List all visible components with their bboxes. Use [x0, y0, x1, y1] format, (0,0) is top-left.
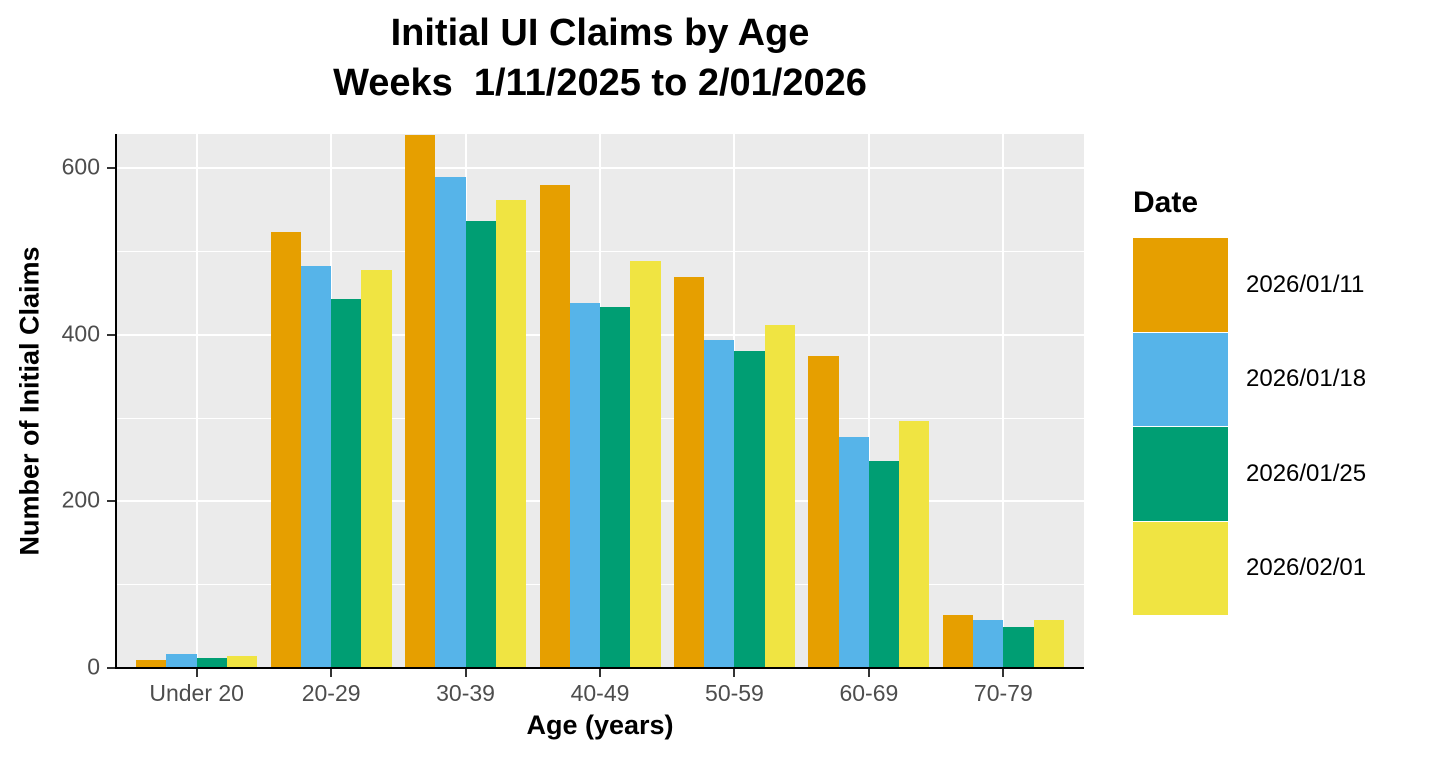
bar-60-69-2026/01/25 [868, 461, 900, 668]
chart-subtitle: Weeks 1/11/2025 to 2/01/2026 [333, 62, 867, 104]
bar-Under 20-2026/01/18 [166, 653, 197, 668]
bar-20-29-2026/01/25 [331, 298, 362, 668]
bar-60-69-2026/01/18 [838, 437, 869, 668]
bar-40-49-2026/01/25 [600, 307, 631, 668]
bar-20-29-2026/01/18 [300, 266, 332, 668]
y-tick-label-200: 200 [61, 486, 100, 513]
chart-title: Initial UI Claims by Age [390, 12, 810, 54]
bar-Under 20-2026/01/25 [196, 658, 227, 668]
bar-20-29-2026/02/01 [361, 269, 392, 668]
y-tick-label-400: 400 [61, 320, 100, 347]
bar-70-79-2026/01/25 [1003, 627, 1034, 668]
bar-50-59-2026/02/01 [764, 324, 795, 668]
bar-60-69-2026/02/01 [899, 420, 930, 668]
y-tick-400 [107, 333, 115, 336]
bar-40-49-2026/01/18 [569, 303, 600, 668]
y-tick-0 [107, 667, 115, 669]
x-tick-30-39 [464, 669, 467, 677]
bar-50-59-2026/01/11 [673, 277, 705, 668]
x-tick-label-70-79: 70-79 [973, 680, 1033, 706]
bar-30-39-2026/02/01 [495, 199, 527, 668]
x-axis-line [115, 667, 1084, 669]
x-tick-label-40-49: 40-49 [570, 680, 630, 706]
x-tick-label-20-29: 20-29 [301, 680, 361, 706]
plot-panel [116, 134, 1084, 668]
bar-30-39-2026/01/25 [465, 221, 496, 668]
bar-50-59-2026/01/25 [734, 351, 765, 668]
bar-30-39-2026/01/11 [405, 134, 436, 668]
gridline-major-x-Under 20 [195, 134, 198, 668]
bar-40-49-2026/01/11 [539, 184, 570, 668]
x-tick-label-30-39: 30-39 [436, 680, 495, 706]
bar-70-79-2026/01/18 [973, 619, 1004, 668]
legend-title: Date [1133, 186, 1199, 219]
bar-70-79-2026/02/01 [1033, 619, 1064, 668]
x-tick-20-29 [330, 669, 333, 677]
bar-70-79-2026/01/11 [942, 614, 974, 668]
x-tick-label-50-59: 50-59 [705, 680, 764, 706]
bar-20-29-2026/01/11 [270, 232, 301, 668]
gridline-major-x-70-79 [1002, 134, 1005, 668]
y-tick-label-600: 600 [61, 153, 100, 180]
x-tick-Under 20 [195, 669, 198, 677]
y-tick-label-0: 0 [87, 653, 100, 680]
x-tick-label-60-69: 60-69 [839, 680, 899, 706]
x-tick-70-79 [1002, 669, 1005, 677]
y-tick-600 [107, 167, 115, 170]
x-tick-label-Under 20: Under 20 [149, 680, 244, 706]
legend-label-2026/01/18: 2026/01/18 [1246, 365, 1367, 393]
legend-label-2026/02/01: 2026/02/01 [1246, 554, 1367, 582]
bar-60-69-2026/01/11 [808, 356, 839, 668]
legend-swatch-2026/02/01 [1133, 521, 1228, 615]
bar-30-39-2026/01/18 [435, 177, 466, 668]
x-tick-40-49 [599, 669, 601, 677]
gridline-major-x-60-69 [867, 134, 870, 668]
legend: Date 2026/01/11 2026/01/18 2026/01/25 2026/… [1133, 186, 1366, 615]
y-axis-line [115, 134, 117, 669]
legend-swatch-2026/01/25 [1133, 427, 1228, 521]
legend-swatch-2026/01/18 [1133, 332, 1228, 426]
bar-50-59-2026/01/18 [704, 339, 735, 668]
bar-40-49-2026/02/01 [630, 260, 661, 668]
y-tick-200 [107, 500, 115, 503]
x-tick-60-69 [867, 669, 870, 677]
bar-Under 20-2026/01/11 [136, 659, 167, 668]
bar-Under 20-2026/02/01 [226, 655, 258, 668]
legend-label-2026/01/11: 2026/01/11 [1246, 270, 1365, 298]
legend-swatch-2026/01/11 [1133, 238, 1228, 332]
legend-label-2026/01/25: 2026/01/25 [1246, 459, 1367, 487]
x-tick-50-59 [733, 669, 736, 677]
x-axis-title: Age (years) [526, 710, 674, 740]
